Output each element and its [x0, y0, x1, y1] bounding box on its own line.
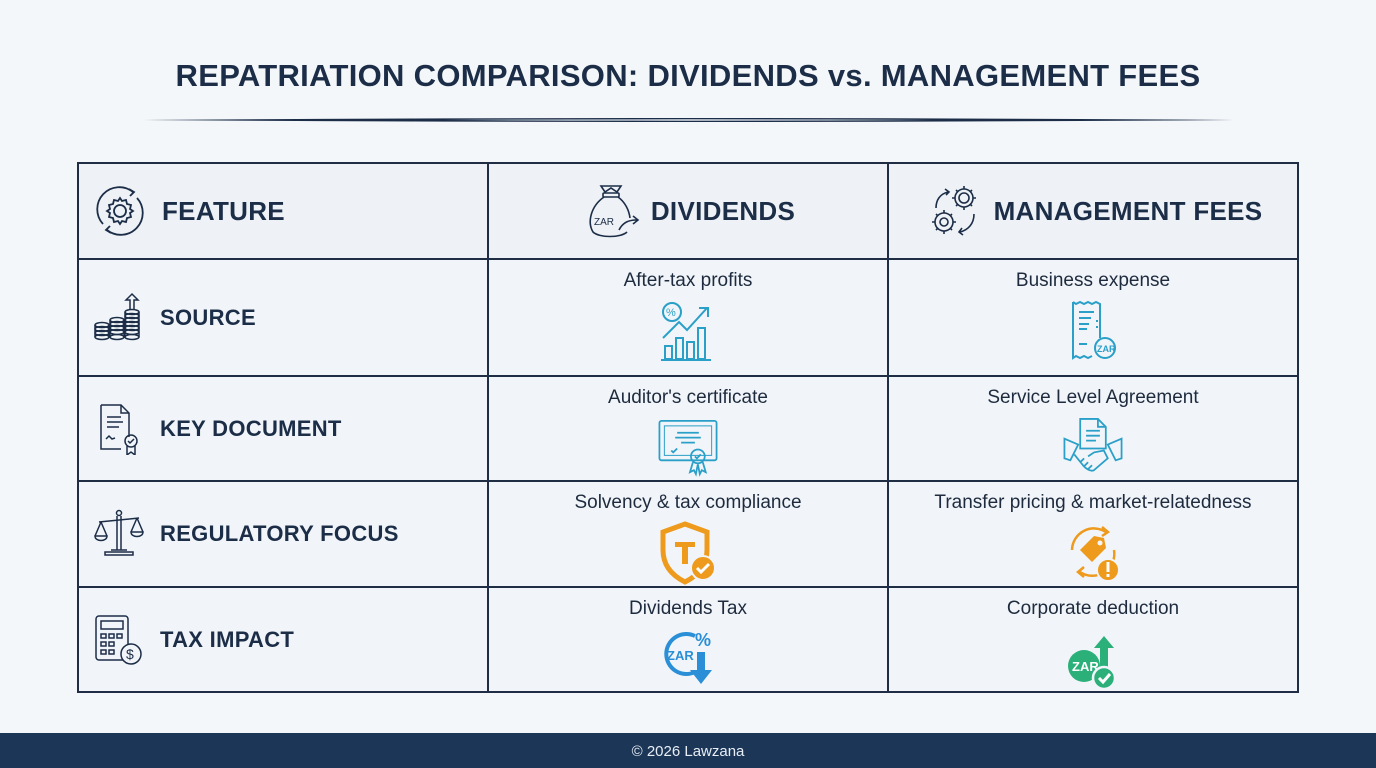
handshake-document-icon	[1063, 418, 1123, 472]
tax-shield-check-icon	[660, 521, 716, 585]
zar-money-bag-icon: ZAR	[589, 185, 640, 238]
svg-text:ZAR: ZAR	[1097, 344, 1116, 354]
row-tax-impact-management-fees: Corporate deduction ZAR	[889, 588, 1297, 692]
row-tax-impact-dividends: Dividends Tax ZAR %	[489, 588, 889, 692]
svg-text:ZAR: ZAR	[594, 217, 614, 228]
row-regulatory-focus-feature: REGULATORY FOCUS	[79, 482, 489, 588]
row-regulatory-focus-label: REGULATORY FOCUS	[160, 521, 399, 546]
svg-text:ZAR: ZAR	[1072, 659, 1099, 674]
certificate-icon	[658, 420, 718, 477]
row-source-label: SOURCE	[160, 304, 256, 330]
header-feature-label: FEATURE	[162, 195, 285, 226]
certified-document-icon	[100, 403, 138, 455]
zar-up-check-icon: ZAR	[1068, 636, 1117, 691]
svg-text:%: %	[666, 307, 676, 319]
svg-text:$: $	[126, 646, 134, 662]
scales-icon	[94, 509, 144, 556]
row-key-document-dividends-text: Auditor's certificate	[608, 387, 768, 408]
row-source-dividends-text: After-tax profits	[623, 270, 753, 291]
row-source-dividends: After-tax profits %	[489, 260, 889, 377]
row-key-document-dividends: Auditor's certificate	[489, 377, 889, 482]
row-tax-impact-label: TAX IMPACT	[160, 627, 295, 652]
row-regulatory-focus-dividends: Solvency & tax compliance	[489, 482, 889, 588]
gears-cycle-icon	[931, 186, 976, 236]
header-management-fees: MANAGEMENT FEES	[889, 164, 1297, 260]
row-key-document-label: KEY DOCUMENT	[160, 415, 342, 441]
page-title: REPATRIATION COMPARISON: DIVIDENDS vs. M…	[175, 58, 1201, 93]
row-source-feature: SOURCE	[79, 260, 489, 377]
row-tax-impact-feature: $ TAX IMPACT	[79, 588, 489, 692]
calculator-dollar-icon: $	[95, 615, 142, 665]
header-dividends-label: DIVIDENDS	[650, 195, 796, 226]
row-source-management-fees: Business expense ZAR	[889, 260, 1297, 377]
zar-receipt-icon: ZAR	[1072, 300, 1116, 360]
header-feature: FEATURE	[79, 164, 489, 260]
header-dividends: ZAR DIVIDENDS	[489, 164, 889, 260]
row-key-document-management-fees: Service Level Agreement	[889, 377, 1297, 482]
row-source-fees-text: Business expense	[1015, 270, 1171, 291]
row-regulatory-focus-fees-text: Transfer pricing & market-relatedness	[934, 492, 1252, 513]
row-key-document-feature: KEY DOCUMENT	[79, 377, 489, 482]
footer-copyright: © 2026 Lawzana	[631, 743, 745, 760]
header-management-fees-label: MANAGEMENT FEES	[993, 195, 1263, 226]
gear-cycle-icon	[96, 186, 144, 236]
svg-text:ZAR: ZAR	[667, 648, 694, 663]
row-tax-impact-fees-text: Corporate deduction	[1006, 598, 1180, 619]
row-tax-impact-dividends-text: Dividends Tax	[629, 598, 747, 619]
row-key-document-fees-text: Service Level Agreement	[987, 387, 1199, 408]
comparison-table: FEATURE ZAR DIVIDENDS MANAGEMENT FEES	[77, 162, 1299, 693]
price-tag-warning-icon	[1070, 526, 1120, 582]
percent-growth-chart-icon: %	[661, 302, 711, 361]
coin-stacks-up-icon	[94, 292, 140, 340]
row-regulatory-focus-management-fees: Transfer pricing & market-relatedness	[889, 482, 1297, 588]
footer: © 2026 Lawzana	[0, 733, 1376, 768]
zar-percent-down-icon: ZAR %	[664, 630, 712, 684]
title-divider	[143, 118, 1234, 122]
svg-text:%: %	[695, 630, 711, 650]
row-regulatory-focus-dividends-text: Solvency & tax compliance	[574, 492, 802, 513]
